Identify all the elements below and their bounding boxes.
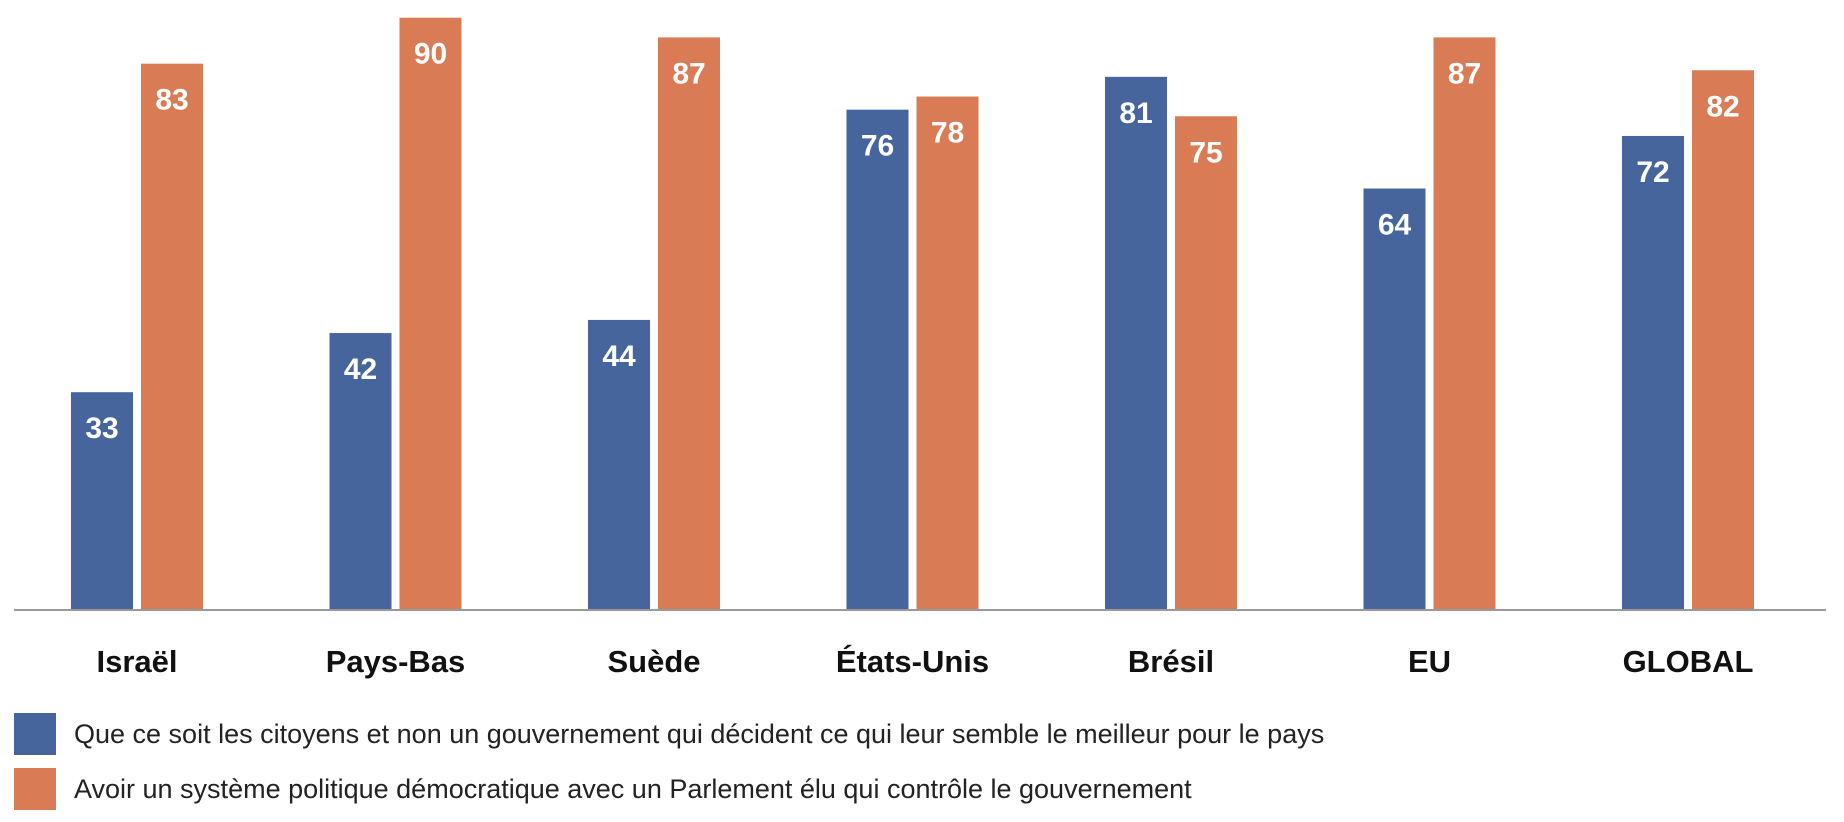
data-label: 72 xyxy=(1636,156,1669,189)
legend-item-citizens: Que ce soit les citoyens et non un gouve… xyxy=(14,713,1324,755)
bar-chart: 33 83 Israël 42 90 Pays-Bas 44 87 Suède 76 78 États… xyxy=(14,17,1826,679)
data-label: 90 xyxy=(414,38,447,71)
bar-parliament xyxy=(916,96,979,610)
category-label: États-Unis xyxy=(836,644,989,679)
data-label: 81 xyxy=(1119,97,1152,130)
data-label: 42 xyxy=(344,353,377,386)
bar-citizens xyxy=(329,333,392,609)
category-label: Pays-Bas xyxy=(326,644,466,679)
data-label: 82 xyxy=(1706,90,1739,123)
data-label: 33 xyxy=(85,412,118,445)
data-label: 78 xyxy=(931,117,964,150)
bar-parliament xyxy=(399,17,462,609)
data-label: 76 xyxy=(861,130,894,163)
bar-citizens xyxy=(1105,76,1167,609)
bar-citizens xyxy=(1622,135,1684,609)
legend-label-citizens: Que ce soit les citoyens et non un gouve… xyxy=(74,718,1325,749)
category-label: Brésil xyxy=(1128,644,1214,679)
bar-citizens xyxy=(1363,188,1426,609)
legend-swatch-orange xyxy=(14,768,56,810)
bar-citizens xyxy=(71,392,133,609)
data-label: 75 xyxy=(1189,136,1222,169)
bar-parliament xyxy=(1433,37,1496,610)
bar-parliament xyxy=(1175,116,1237,609)
category-label: Suède xyxy=(607,644,700,679)
data-label: 83 xyxy=(155,84,188,117)
legend-item-parliament: Avoir un système politique démocratique … xyxy=(14,768,1192,810)
bar-parliament xyxy=(1692,70,1754,609)
legend-swatch-blue xyxy=(14,713,56,755)
legend-label-parliament: Avoir un système politique démocratique … xyxy=(74,773,1192,804)
data-label: 44 xyxy=(602,340,636,373)
category-label: Israël xyxy=(96,644,177,679)
bar-citizens xyxy=(846,109,909,610)
category-label: EU xyxy=(1408,644,1451,679)
bar-citizens xyxy=(588,319,650,609)
bar-parliament xyxy=(141,63,203,609)
data-label: 64 xyxy=(1378,209,1412,242)
category-label: GLOBAL xyxy=(1623,644,1754,679)
data-label: 87 xyxy=(1448,57,1481,90)
bar-parliament xyxy=(658,37,720,610)
data-label: 87 xyxy=(672,57,705,90)
